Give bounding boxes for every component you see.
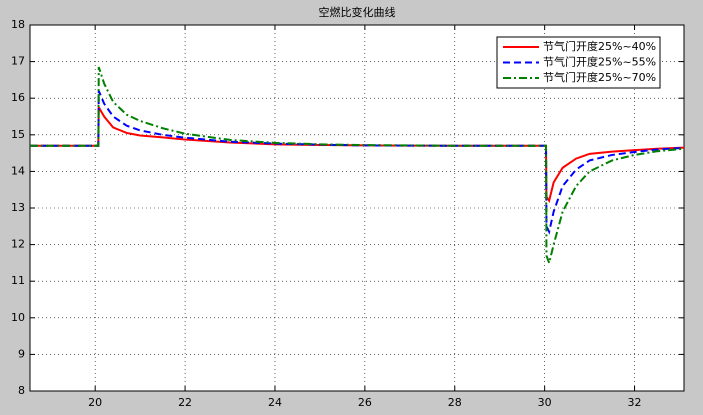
series-line	[30, 90, 684, 235]
x-tick-label: 24	[268, 396, 282, 409]
chart-title: 空燃比变化曲线	[319, 5, 396, 19]
x-tick-label: 28	[448, 396, 462, 409]
legend-label: 节气门开度25%~70%	[543, 70, 656, 84]
legend-label: 节气门开度25%~55%	[543, 55, 656, 69]
y-tick-label: 14	[11, 164, 25, 177]
y-tick-label: 16	[11, 91, 25, 104]
axes-frame	[29, 24, 685, 392]
y-tick-label: 15	[11, 128, 25, 141]
y-tick-label: 9	[18, 347, 25, 360]
y-tick-label: 11	[11, 274, 25, 287]
x-tick-label: 22	[178, 396, 192, 409]
y-tick-label: 10	[11, 311, 25, 324]
x-tick-label: 32	[628, 396, 642, 409]
y-tick-label: 12	[11, 238, 25, 251]
plot-lines	[30, 66, 684, 267]
y-tick-label: 8	[18, 384, 25, 397]
legend-label: 节气门开度25%~40%	[543, 39, 656, 53]
y-tick-label: 17	[11, 55, 25, 68]
x-tick-label: 26	[358, 396, 372, 409]
y-tick-label: 13	[11, 201, 25, 214]
y-tick-label: 18	[11, 18, 25, 31]
legend-box	[496, 36, 661, 89]
x-tick-label: 30	[538, 396, 552, 409]
x-tick-label: 20	[88, 396, 102, 409]
